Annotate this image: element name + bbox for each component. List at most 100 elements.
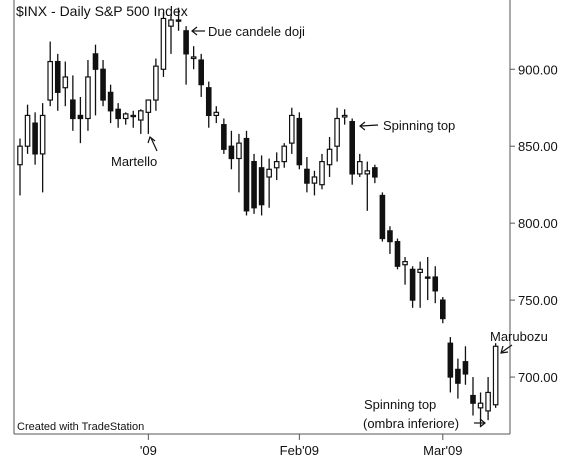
- candle: [258, 155, 265, 216]
- candle-body: [213, 111, 220, 117]
- candle-body: [138, 110, 144, 121]
- candle-body: [477, 402, 484, 409]
- chart-title: $INX - Daily S&P 500 Index: [16, 3, 188, 19]
- candle-body: [289, 114, 295, 144]
- x-tick-label: '09: [140, 443, 157, 458]
- annotation-spinning-top-arrowhead: [359, 121, 366, 131]
- candle-body: [296, 117, 303, 166]
- annotation-spinning-top-lower-arrowhead: [479, 418, 486, 428]
- candle: [477, 392, 484, 427]
- candle-body: [440, 299, 446, 320]
- candle: [92, 44, 99, 116]
- annotation-spinning-top-lower-sublabel: (ombra inferiore): [363, 416, 459, 431]
- candle-body: [24, 114, 31, 147]
- candle: [492, 343, 499, 408]
- candle: [198, 53, 205, 97]
- annotation-doji: Due candele doji: [191, 24, 305, 39]
- candle-body: [190, 56, 197, 60]
- y-axis: 900.00 850.00 800.00 750.00 700.00: [510, 62, 558, 385]
- candle-body: [130, 114, 137, 118]
- y-tick-label: 850.00: [518, 139, 558, 154]
- candle-body: [492, 345, 499, 406]
- candle-body: [409, 268, 416, 301]
- candle-body: [198, 59, 205, 86]
- candle-body: [17, 145, 23, 166]
- candle-body: [304, 168, 310, 184]
- candle: [85, 60, 91, 131]
- candle-body: [62, 76, 69, 89]
- candle-body: [402, 261, 408, 266]
- candle-body: [379, 194, 386, 240]
- candle: [273, 152, 280, 181]
- candle: [409, 266, 416, 308]
- annotation-martello-label: Martello: [111, 154, 157, 169]
- candle-body: [153, 65, 159, 101]
- candles-group: [17, 7, 499, 427]
- annotation-spinning-top: Spinning top: [359, 118, 455, 133]
- candle: [175, 7, 182, 31]
- candle: [417, 261, 423, 308]
- candle: [334, 107, 340, 162]
- candle-body: [334, 117, 340, 147]
- x-tick-label: Mar'09: [423, 443, 462, 458]
- candle-body: [122, 113, 129, 120]
- annotation-spinning-top-lower: Spinning top (ombra inferiore): [363, 397, 486, 431]
- candle: [228, 130, 235, 170]
- candle-body: [115, 108, 121, 120]
- annotation-spinning-top-lower-label: Spinning top: [364, 397, 436, 412]
- candle-body: [394, 241, 401, 267]
- candle: [130, 110, 137, 128]
- candle-body: [236, 142, 242, 160]
- candle: [168, 15, 174, 54]
- candle-body: [228, 145, 235, 160]
- candle: [251, 153, 257, 214]
- candle: [138, 109, 144, 134]
- candle-body: [183, 30, 189, 55]
- candle-body: [387, 230, 393, 243]
- candle: [17, 138, 23, 196]
- candle: [341, 109, 348, 125]
- candle: [440, 297, 446, 324]
- candle-body: [349, 120, 356, 175]
- candle-body: [145, 99, 152, 113]
- candle-body: [243, 137, 250, 212]
- y-tick-label: 750.00: [518, 293, 558, 308]
- candle-body: [175, 19, 182, 22]
- candle: [39, 103, 46, 193]
- candle: [54, 53, 61, 111]
- x-tick-label: Feb'09: [280, 443, 319, 458]
- candle-body: [205, 87, 212, 117]
- candle: [62, 61, 69, 107]
- candle: [145, 99, 152, 134]
- candle: [213, 106, 220, 124]
- candle: [432, 266, 439, 304]
- candle: [281, 143, 288, 168]
- candle: [485, 377, 491, 421]
- candle: [47, 41, 54, 107]
- candle-body: [273, 160, 280, 169]
- candle: [122, 112, 129, 125]
- candle: [153, 58, 159, 111]
- candle: [349, 118, 356, 185]
- candle: [394, 238, 401, 270]
- candle: [356, 153, 363, 177]
- annotation-marubozu: Marubozu: [490, 329, 548, 354]
- candle: [364, 161, 371, 211]
- annotation-doji-arrowhead: [191, 26, 198, 36]
- candle: [183, 26, 189, 85]
- candle-body: [85, 76, 91, 120]
- candle-body: [447, 342, 454, 378]
- candle-body: [47, 60, 54, 101]
- candle: [455, 358, 461, 399]
- candle-body: [319, 160, 325, 186]
- candle: [190, 46, 197, 70]
- candle: [326, 136, 333, 177]
- candle-body: [266, 168, 272, 178]
- candle-body: [77, 114, 84, 120]
- candle-body: [39, 114, 46, 155]
- candle: [115, 103, 121, 128]
- candle-body: [251, 160, 257, 209]
- candle-body: [462, 361, 469, 375]
- candle-body: [311, 176, 318, 184]
